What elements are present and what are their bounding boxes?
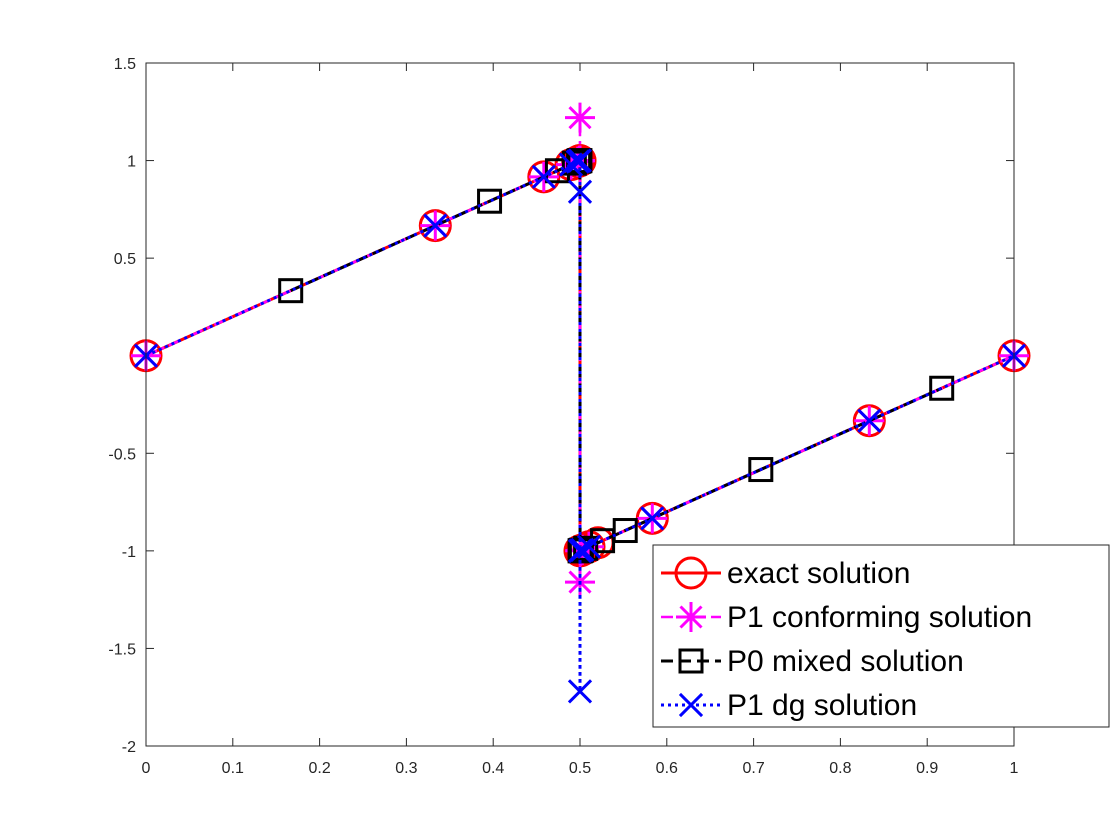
series-4-marker [640, 506, 665, 531]
series-4-marker [567, 179, 593, 204]
y-tick-label: -2 [122, 739, 136, 756]
series-3-marker [573, 535, 599, 561]
series-4-marker [576, 534, 602, 559]
series-3-marker [612, 518, 638, 544]
tick-layer: 0 0.1 0.2 0.3 0.4 0.5 0.6 0.7 0.8 0.9 1 -2 -1.5 -1 -0.… [108, 56, 1018, 777]
series-4-marker [531, 164, 556, 189]
legend-label: P1 conforming solution [727, 601, 1032, 634]
legend-marker [678, 648, 704, 674]
series-3-marker [929, 375, 955, 401]
legend-marker [678, 692, 704, 718]
series-2-marker [565, 102, 595, 133]
legend-marker [674, 556, 708, 590]
x-tick-label: 1 [1010, 760, 1019, 777]
series-layer [129, 102, 1031, 704]
legend-entry-3: P0 mixed solution [661, 645, 964, 678]
x-tick-label: 0.1 [222, 760, 244, 777]
legend-label: P0 mixed solution [727, 645, 964, 678]
series-4-marker [423, 213, 448, 238]
y-tick-label: 0.5 [114, 251, 136, 268]
y-tick-label: -1 [122, 544, 136, 561]
y-tick-label: -1.5 [108, 641, 136, 658]
legend-entry-4: P1 dg solution [661, 689, 917, 722]
x-tick-label: 0.7 [742, 760, 764, 777]
series-4 [133, 148, 1027, 704]
x-tick-label: 0.8 [829, 760, 851, 777]
series-4-marker [567, 148, 592, 173]
series-4-marker [857, 408, 882, 433]
series-4-marker [567, 679, 593, 704]
x-tick-label: 0.6 [656, 760, 678, 777]
y-tick-label: -0.5 [108, 446, 136, 463]
legend-entry-2: P1 conforming solution [661, 601, 1032, 634]
legend-label: exact solution [727, 557, 910, 590]
x-tick-label: 0.5 [569, 760, 591, 777]
legend-entry-1: exact solution [661, 556, 910, 590]
series-3-marker [561, 150, 587, 176]
x-tick-label: 0.9 [916, 760, 938, 777]
legend-marker [676, 602, 706, 632]
x-tick-label: 0.3 [395, 760, 417, 777]
series-4-line [145, 159, 1015, 693]
legend: exact solution P1 conforming solution P0 m… [652, 544, 1110, 728]
legend-label: P1 dg solution [727, 689, 917, 722]
y-tick-label: 1 [127, 154, 136, 171]
x-tick-label: 0.2 [308, 760, 330, 777]
legend-box [652, 544, 1110, 728]
y-tick-label: 1.5 [114, 56, 136, 73]
series-4-marker [570, 537, 595, 562]
series-3-marker [477, 188, 503, 214]
x-tick-label: 0.4 [482, 760, 504, 777]
series-3-marker [748, 457, 774, 483]
x-tick-label: 0 [142, 760, 151, 777]
series-3-marker [278, 278, 304, 304]
